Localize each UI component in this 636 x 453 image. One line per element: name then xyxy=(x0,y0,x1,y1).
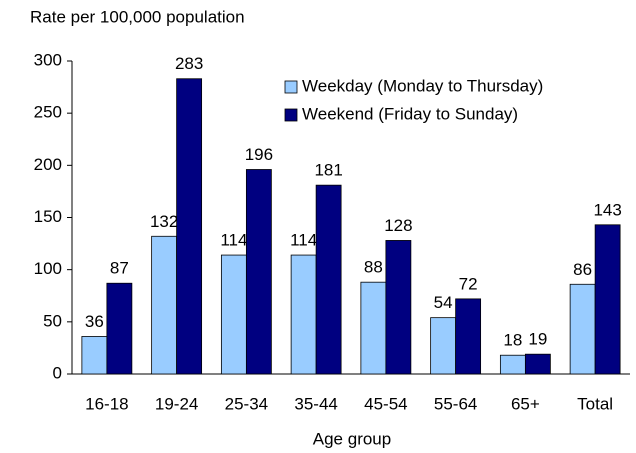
data-label: 86 xyxy=(573,260,592,279)
x-tick-label: 16-18 xyxy=(85,394,128,413)
legend-label: Weekend (Friday to Sunday) xyxy=(302,104,518,123)
data-label: 19 xyxy=(528,330,547,349)
bar xyxy=(524,353,551,375)
bar xyxy=(176,78,203,375)
bar xyxy=(455,298,482,375)
legend-label: Weekday (Monday to Thursday) xyxy=(302,76,543,95)
y-tick-label: 250 xyxy=(34,103,62,122)
bar xyxy=(81,336,108,375)
y-axis-title: Rate per 100,000 population xyxy=(30,7,245,26)
bar xyxy=(315,184,342,375)
data-label: 132 xyxy=(150,212,178,231)
data-label: 114 xyxy=(290,231,317,250)
x-tick-label: 55-64 xyxy=(434,394,477,413)
x-tick-label: Total xyxy=(577,394,613,413)
x-tick-label: 25-34 xyxy=(225,394,268,413)
x-tick-label: 65+ xyxy=(511,394,540,413)
x-axis-title: Age group xyxy=(313,429,391,448)
bar xyxy=(151,235,178,375)
data-label: 283 xyxy=(175,54,203,73)
bar xyxy=(106,282,133,375)
x-tick-label: 19-24 xyxy=(155,394,198,413)
data-label: 88 xyxy=(364,258,383,277)
bar xyxy=(385,240,412,375)
y-tick-label: 200 xyxy=(34,155,62,174)
y-tick-label: 100 xyxy=(34,259,62,278)
bar xyxy=(220,254,247,375)
bar xyxy=(245,169,272,375)
bar xyxy=(290,254,317,375)
legend-swatch xyxy=(284,108,298,122)
bar xyxy=(430,317,457,375)
bar xyxy=(499,354,526,375)
bar xyxy=(569,283,596,375)
y-tick-label: 0 xyxy=(53,363,62,382)
data-label: 128 xyxy=(384,216,412,235)
data-label: 181 xyxy=(314,161,342,180)
bar xyxy=(360,281,387,375)
y-tick-label: 150 xyxy=(34,207,62,226)
data-label: 87 xyxy=(110,259,129,278)
bar xyxy=(594,224,621,375)
legend-swatch xyxy=(284,80,298,94)
data-label: 72 xyxy=(459,274,478,293)
data-label: 143 xyxy=(593,200,621,219)
data-label: 18 xyxy=(503,331,522,350)
y-tick-label: 300 xyxy=(34,50,62,69)
data-label: 114 xyxy=(220,231,247,250)
data-label: 196 xyxy=(245,145,273,164)
x-tick-label: 45-54 xyxy=(364,394,407,413)
data-label: 54 xyxy=(434,293,453,312)
x-tick-label: 35-44 xyxy=(294,394,337,413)
y-tick-label: 50 xyxy=(43,311,62,330)
data-label: 36 xyxy=(85,312,104,331)
